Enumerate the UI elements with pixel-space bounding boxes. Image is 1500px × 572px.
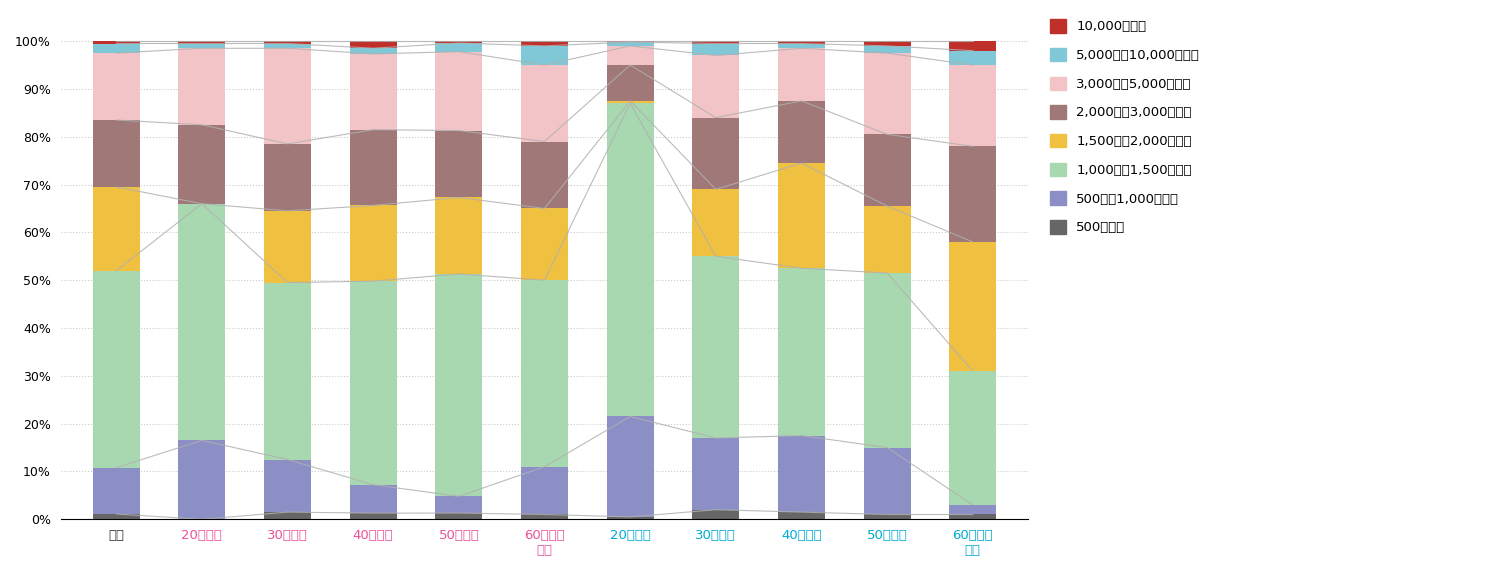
Bar xyxy=(350,281,398,484)
Bar xyxy=(606,101,654,104)
Bar xyxy=(264,144,310,211)
Bar xyxy=(606,41,654,42)
Bar xyxy=(93,271,140,468)
Bar xyxy=(350,54,398,130)
Bar xyxy=(864,134,910,206)
Bar xyxy=(778,512,825,519)
Bar xyxy=(435,197,483,274)
Bar xyxy=(178,440,225,519)
Bar xyxy=(520,65,568,141)
Bar xyxy=(178,204,225,440)
Bar xyxy=(864,447,910,514)
Bar xyxy=(435,496,483,513)
Bar xyxy=(93,514,140,519)
Bar xyxy=(778,163,825,268)
Bar xyxy=(693,510,740,519)
Bar xyxy=(350,513,398,519)
Bar xyxy=(435,51,483,130)
Bar xyxy=(520,514,568,519)
Bar xyxy=(606,42,654,46)
Bar xyxy=(950,65,996,146)
Bar xyxy=(778,48,825,101)
Bar xyxy=(435,513,483,519)
Bar xyxy=(950,242,996,371)
Bar xyxy=(864,206,910,273)
Bar xyxy=(520,280,568,467)
Bar xyxy=(178,43,225,48)
Bar xyxy=(606,65,654,101)
Bar xyxy=(950,371,996,505)
Bar xyxy=(693,438,740,510)
Bar xyxy=(950,51,996,65)
Bar xyxy=(606,46,654,65)
Bar xyxy=(520,141,568,208)
Legend: 10,000円以上, 5,000円～10,000円未満, 3,000円～5,000円未満, 2,000円～3,000円未満, 1,500円～2,000円未満, : 10,000円以上, 5,000円～10,000円未満, 3,000円～5,00… xyxy=(1044,14,1206,240)
Bar xyxy=(693,41,740,43)
Bar xyxy=(778,43,825,48)
Bar xyxy=(864,273,910,447)
Bar xyxy=(693,256,740,438)
Bar xyxy=(435,43,483,51)
Bar xyxy=(350,205,398,281)
Bar xyxy=(264,41,310,43)
Bar xyxy=(520,467,568,514)
Bar xyxy=(520,41,568,46)
Bar xyxy=(93,41,140,43)
Bar xyxy=(693,189,740,256)
Bar xyxy=(435,130,483,197)
Bar xyxy=(693,43,740,55)
Bar xyxy=(778,436,825,512)
Bar xyxy=(693,118,740,189)
Bar xyxy=(264,459,310,512)
Bar xyxy=(778,101,825,163)
Bar xyxy=(864,53,910,134)
Bar xyxy=(264,48,310,144)
Bar xyxy=(606,517,654,519)
Bar xyxy=(950,146,996,242)
Bar xyxy=(950,505,996,514)
Bar xyxy=(264,283,310,459)
Bar xyxy=(520,46,568,65)
Bar xyxy=(693,55,740,118)
Bar xyxy=(606,104,654,416)
Bar xyxy=(350,484,398,513)
Bar xyxy=(93,53,140,120)
Bar xyxy=(350,48,398,54)
Bar xyxy=(864,514,910,519)
Bar xyxy=(264,512,310,519)
Bar xyxy=(435,274,483,496)
Bar xyxy=(350,41,398,48)
Bar xyxy=(93,187,140,271)
Bar xyxy=(864,46,910,53)
Bar xyxy=(93,468,140,514)
Bar xyxy=(350,130,398,205)
Bar xyxy=(778,268,825,436)
Bar xyxy=(435,41,483,43)
Bar xyxy=(864,41,910,46)
Bar xyxy=(178,125,225,204)
Bar xyxy=(778,41,825,43)
Bar xyxy=(264,43,310,48)
Bar xyxy=(520,208,568,280)
Bar xyxy=(950,41,996,51)
Bar xyxy=(93,43,140,53)
Bar xyxy=(178,48,225,125)
Bar xyxy=(606,416,654,517)
Bar xyxy=(264,211,310,283)
Bar xyxy=(93,120,140,187)
Bar xyxy=(178,41,225,43)
Bar xyxy=(950,514,996,519)
